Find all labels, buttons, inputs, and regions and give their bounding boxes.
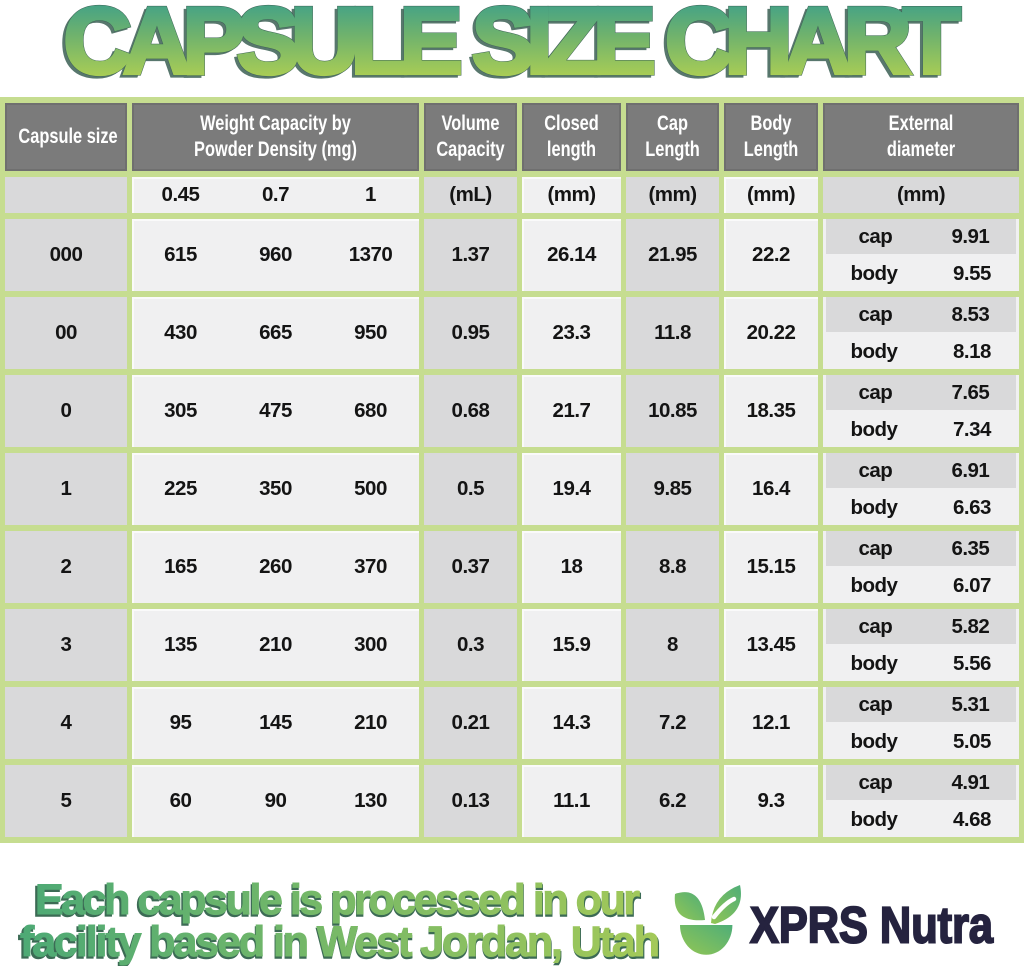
svg-text:facility based in West Jordan,: facility based in West Jordan, Utah	[18, 920, 661, 966]
svg-text:facility based in West Jordan,: facility based in West Jordan, Utah	[20, 918, 660, 966]
svg-text:Each capsule is processed in o: Each capsule is processed in our	[35, 876, 640, 924]
svg-text:CAPSULE SIZE CHART: CAPSULE SIZE CHART	[61, 0, 958, 96]
svg-text:XPRS Nutra: XPRS Nutra	[750, 897, 994, 954]
svg-text:CAPSULE SIZE CHART: CAPSULE SIZE CHART	[64, 0, 961, 93]
svg-text:CAPSULE SIZE CHART: CAPSULE SIZE CHART	[64, 0, 961, 93]
svg-text:Each capsule is processed in o: Each capsule is processed in our	[33, 878, 641, 926]
